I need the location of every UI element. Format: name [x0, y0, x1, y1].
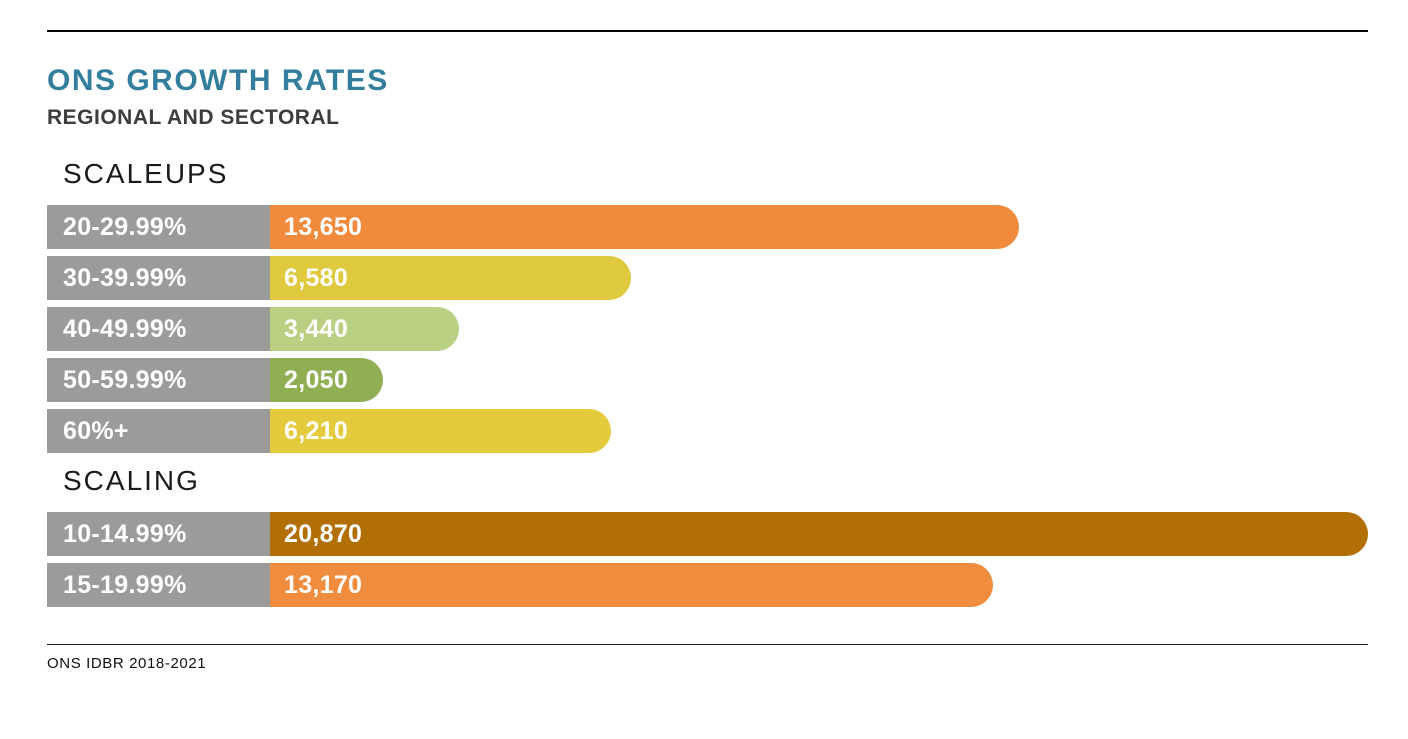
- value-bar: 20,870: [270, 512, 1368, 556]
- section-label-scaleups: SCALEUPS: [63, 158, 229, 189]
- value-bar: 2,050: [270, 358, 383, 402]
- chart-row: 20-29.99% 13,650: [47, 205, 1368, 249]
- value-label: 20,870: [284, 519, 363, 548]
- value-label: 6,210: [284, 416, 349, 445]
- category-label: 20-29.99%: [47, 205, 270, 249]
- value-bar: 13,650: [270, 205, 1019, 249]
- value-label: 3,440: [284, 314, 349, 343]
- chart-subtitle: REGIONAL AND SECTORAL: [47, 106, 340, 129]
- chart-row: 15-19.99% 13,170: [47, 563, 1368, 607]
- chart-row: 40-49.99% 3,440: [47, 307, 1368, 351]
- value-label: 13,170: [284, 570, 363, 599]
- chart-row: 10-14.99% 20,870: [47, 512, 1368, 556]
- category-label: 10-14.99%: [47, 512, 270, 556]
- top-divider: [47, 30, 1368, 32]
- chart-title: ONS GROWTH RATES: [47, 64, 389, 97]
- value-label: 13,650: [284, 212, 363, 241]
- value-label: 2,050: [284, 365, 349, 394]
- category-label: 30-39.99%: [47, 256, 270, 300]
- value-bar: 3,440: [270, 307, 459, 351]
- chart-row: 30-39.99% 6,580: [47, 256, 1368, 300]
- chart-row: 60%+ 6,210: [47, 409, 1368, 453]
- chart-row: 50-59.99% 2,050: [47, 358, 1368, 402]
- category-label: 15-19.99%: [47, 563, 270, 607]
- value-bar: 6,580: [270, 256, 631, 300]
- category-label: 50-59.99%: [47, 358, 270, 402]
- section-label-scaling: SCALING: [63, 465, 200, 496]
- category-label: 40-49.99%: [47, 307, 270, 351]
- footer-divider: [47, 644, 1368, 645]
- category-label: 60%+: [47, 409, 270, 453]
- value-label: 6,580: [284, 263, 349, 292]
- value-bar: 13,170: [270, 563, 993, 607]
- value-bar: 6,210: [270, 409, 611, 453]
- source-note: ONS IDBR 2018-2021: [47, 655, 207, 672]
